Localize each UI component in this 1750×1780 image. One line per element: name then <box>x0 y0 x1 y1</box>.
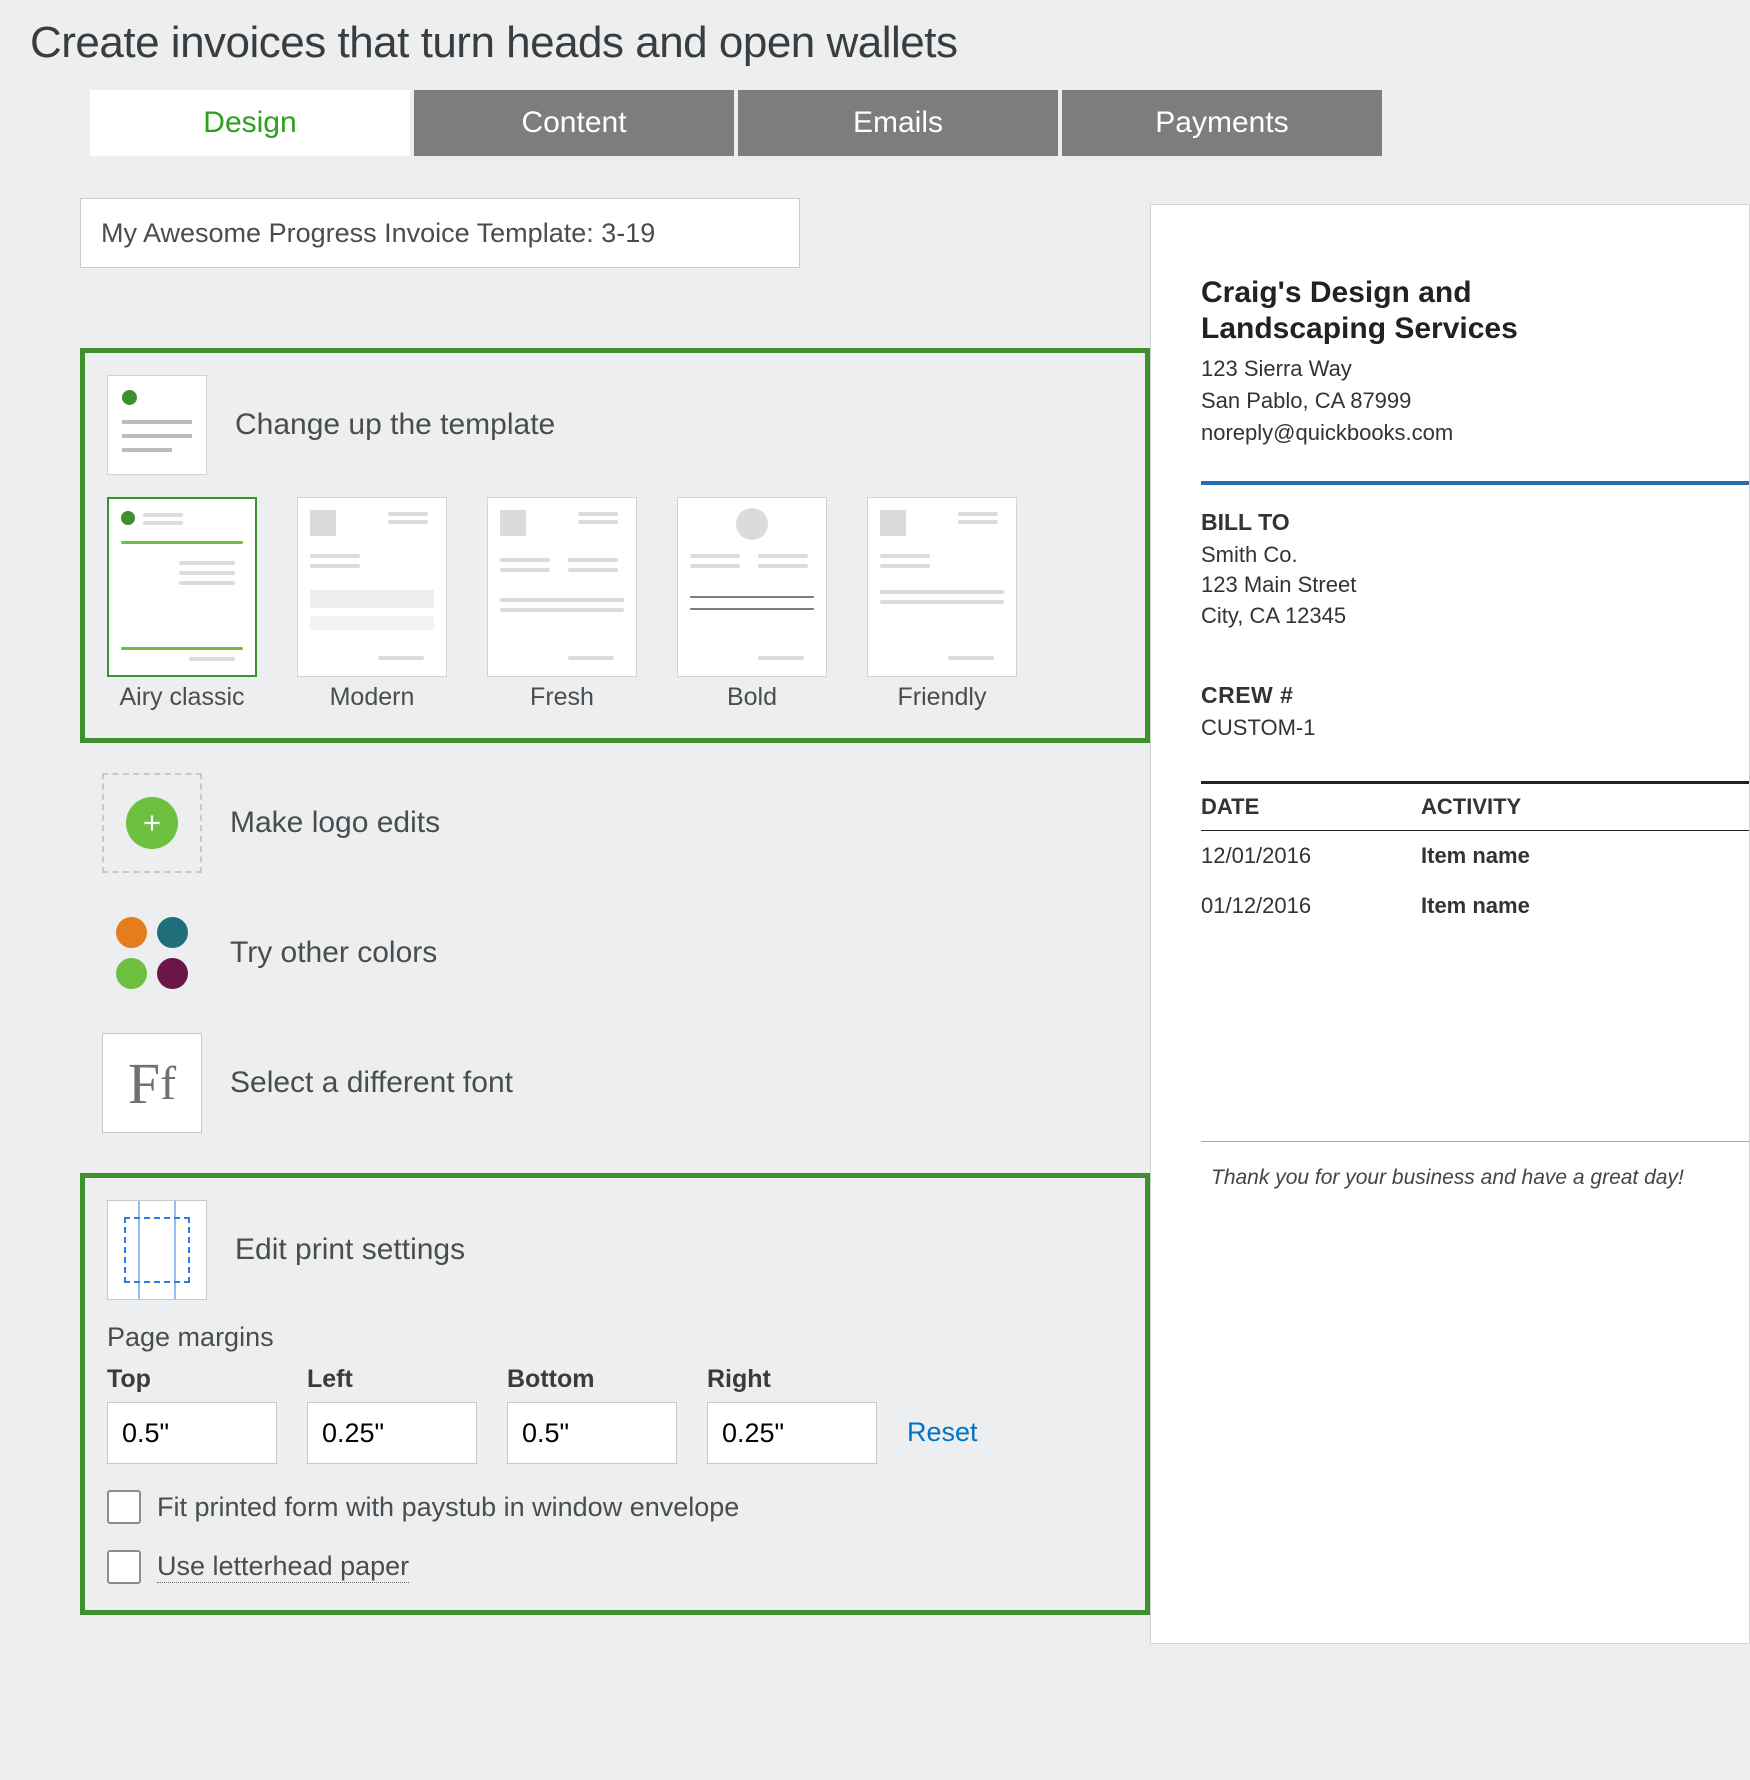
section-font[interactable]: Ff Select a different font <box>80 1033 1150 1133</box>
preview-crew-value: CUSTOM-1 <box>1201 715 1749 741</box>
template-name-input[interactable] <box>80 198 800 268</box>
preview-company-name: Craig's Design and Landscaping Services <box>1201 275 1661 347</box>
page-title: Create invoices that turn heads and open… <box>0 0 1750 90</box>
template-option-airy-classic[interactable]: Airy classic <box>107 497 257 712</box>
template-option-label: Friendly <box>867 683 1017 712</box>
template-option-fresh[interactable]: Fresh <box>487 497 637 712</box>
tab-payments[interactable]: Payments <box>1062 90 1382 156</box>
preview-billto-body: Smith Co. 123 Main Street City, CA 12345 <box>1201 540 1749 632</box>
margin-left-input[interactable] <box>307 1402 477 1464</box>
font-icon: Ff <box>102 1033 202 1133</box>
template-option-modern[interactable]: Modern <box>297 497 447 712</box>
margin-left-label: Left <box>307 1365 477 1394</box>
preview-divider <box>1201 481 1749 485</box>
section-logo-label: Make logo edits <box>230 806 440 840</box>
margin-top-input[interactable] <box>107 1402 277 1464</box>
fit-envelope-label: Fit printed form with paystub in window … <box>157 1492 739 1523</box>
tab-content[interactable]: Content <box>414 90 734 156</box>
margin-bottom-label: Bottom <box>507 1365 677 1394</box>
section-change-template: Change up the template <box>80 348 1150 743</box>
fit-envelope-checkbox[interactable] <box>107 1490 141 1524</box>
preview-table-header: DATE ACTIVITY <box>1201 781 1749 831</box>
preview-billto-header: BILL TO <box>1201 509 1749 536</box>
swatch <box>116 958 147 989</box>
tab-emails[interactable]: Emails <box>738 90 1058 156</box>
add-logo-icon <box>102 773 202 873</box>
section-print-settings: Edit print settings Page margins Top Lef… <box>80 1173 1150 1615</box>
preview-crew-header: CREW # <box>1201 682 1749 709</box>
margin-top-label: Top <box>107 1365 277 1394</box>
swatch <box>116 917 147 948</box>
margin-right-input[interactable] <box>707 1402 877 1464</box>
preview-footer-message: Thank you for your business and have a g… <box>1201 1166 1749 1190</box>
invoice-preview: Craig's Design and Landscaping Services … <box>1150 204 1750 1644</box>
preview-table-row: 01/12/2016 Item name <box>1201 881 1749 931</box>
template-option-label: Modern <box>297 683 447 712</box>
template-option-bold[interactable]: Bold <box>677 497 827 712</box>
margins-title: Page margins <box>107 1322 1123 1353</box>
color-swatches-icon <box>102 903 202 1003</box>
template-doc-icon <box>107 375 207 475</box>
section-change-template-label: Change up the template <box>235 408 555 442</box>
preview-footer-rule <box>1201 1141 1749 1142</box>
letterhead-checkbox[interactable] <box>107 1550 141 1584</box>
reset-margins-link[interactable]: Reset <box>907 1417 978 1464</box>
margin-bottom-input[interactable] <box>507 1402 677 1464</box>
template-option-label: Bold <box>677 683 827 712</box>
swatch <box>157 958 188 989</box>
section-logo[interactable]: Make logo edits <box>80 773 1150 873</box>
section-colors[interactable]: Try other colors <box>80 903 1150 1003</box>
letterhead-label: Use letterhead paper <box>157 1551 409 1583</box>
tabs: Design Content Emails Payments <box>90 90 1750 156</box>
tab-design[interactable]: Design <box>90 90 410 156</box>
section-print-label: Edit print settings <box>235 1233 465 1267</box>
margin-right-label: Right <box>707 1365 877 1394</box>
section-font-label: Select a different font <box>230 1066 513 1100</box>
preview-table-row: 12/01/2016 Item name <box>1201 831 1749 881</box>
swatch <box>157 917 188 948</box>
template-option-friendly[interactable]: Friendly <box>867 497 1017 712</box>
preview-company-address: 123 Sierra Way San Pablo, CA 87999 norep… <box>1201 353 1749 449</box>
print-margins-icon <box>107 1200 207 1300</box>
template-option-label: Fresh <box>487 683 637 712</box>
template-option-label: Airy classic <box>107 683 257 712</box>
section-colors-label: Try other colors <box>230 936 437 970</box>
